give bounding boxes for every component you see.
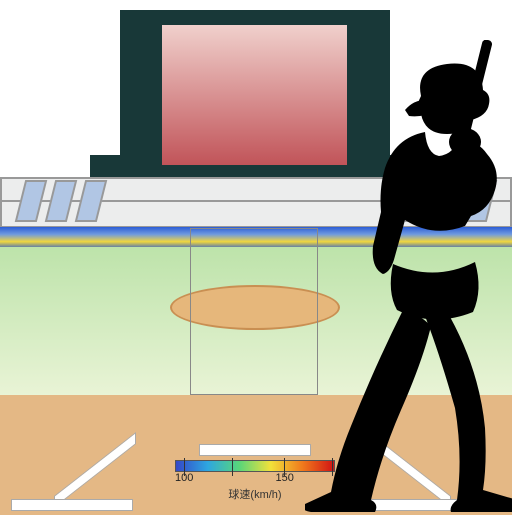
- plate-line: [200, 445, 310, 455]
- speed-legend: 100150 球速(km/h): [175, 460, 335, 502]
- batter-silhouette: [305, 40, 512, 512]
- tick-mark: [184, 458, 185, 476]
- strike-zone: [190, 228, 318, 395]
- tick-mark: [232, 458, 233, 476]
- pitch-scene: 100150 球速(km/h): [0, 0, 512, 512]
- plate-line: [12, 500, 132, 510]
- legend-gradient-bar: [175, 460, 335, 472]
- legend-ticks: 100150: [175, 472, 335, 484]
- tick-mark: [332, 458, 333, 476]
- legend-label: 球速(km/h): [175, 486, 335, 502]
- tick-mark: [284, 458, 285, 476]
